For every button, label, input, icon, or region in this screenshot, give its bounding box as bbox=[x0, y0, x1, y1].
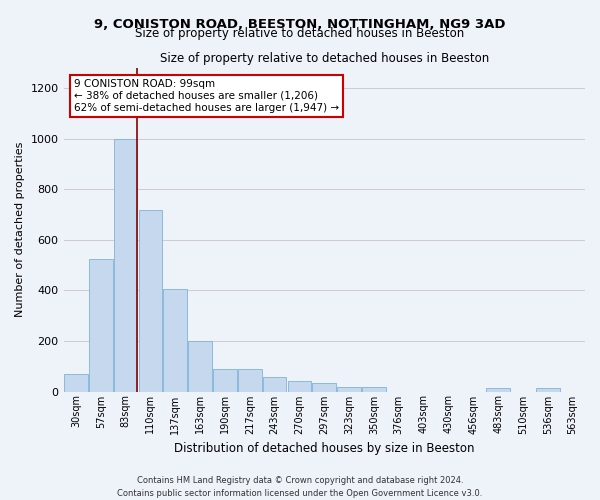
Bar bbox=[139, 210, 162, 392]
Bar bbox=[64, 374, 88, 392]
Bar bbox=[362, 387, 386, 392]
Text: 9 CONISTON ROAD: 99sqm
← 38% of detached houses are smaller (1,206)
62% of semi-: 9 CONISTON ROAD: 99sqm ← 38% of detached… bbox=[74, 80, 339, 112]
Title: Size of property relative to detached houses in Beeston: Size of property relative to detached ho… bbox=[160, 52, 489, 66]
Bar bbox=[536, 388, 560, 392]
Text: 9, CONISTON ROAD, BEESTON, NOTTINGHAM, NG9 3AD: 9, CONISTON ROAD, BEESTON, NOTTINGHAM, N… bbox=[94, 18, 506, 30]
X-axis label: Distribution of detached houses by size in Beeston: Distribution of detached houses by size … bbox=[174, 442, 475, 455]
Bar bbox=[114, 139, 137, 392]
Bar bbox=[89, 259, 113, 392]
Bar bbox=[163, 289, 187, 392]
Bar bbox=[486, 388, 510, 392]
Bar bbox=[263, 377, 286, 392]
Bar bbox=[213, 369, 237, 392]
Bar bbox=[287, 382, 311, 392]
Y-axis label: Number of detached properties: Number of detached properties bbox=[15, 142, 25, 318]
Bar bbox=[188, 342, 212, 392]
Text: Contains HM Land Registry data © Crown copyright and database right 2024.
Contai: Contains HM Land Registry data © Crown c… bbox=[118, 476, 482, 498]
Bar bbox=[337, 387, 361, 392]
Bar bbox=[238, 369, 262, 392]
Bar bbox=[313, 384, 336, 392]
Text: Size of property relative to detached houses in Beeston: Size of property relative to detached ho… bbox=[136, 28, 464, 40]
